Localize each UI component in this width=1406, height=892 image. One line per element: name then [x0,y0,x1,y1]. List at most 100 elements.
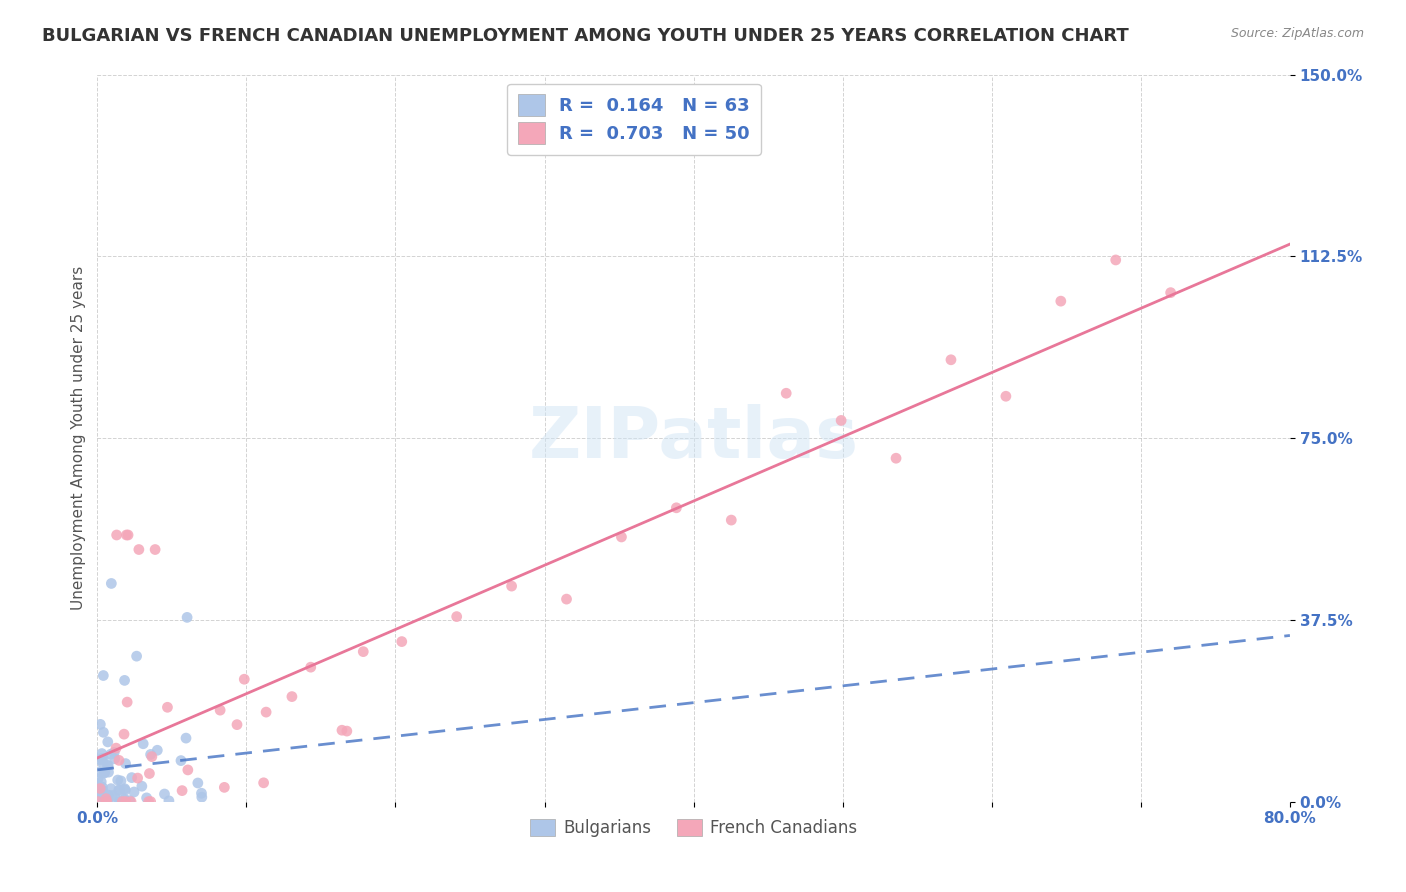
Point [93,766,115,780]
Point [115,695,138,709]
Point [100,747,122,762]
Point [87,772,110,786]
Point [114,783,136,797]
Point [156,700,179,714]
Legend: Bulgarians, French Canadians: Bulgarians, French Canadians [523,813,863,844]
Point [994,389,1017,403]
Point [665,500,688,515]
Point [101,789,124,803]
Point [122,785,145,799]
Point [209,703,232,717]
Point [90,747,112,761]
Point [281,690,304,704]
Point [112,727,135,741]
Point [775,386,797,401]
Point [94,765,117,780]
Point [720,513,742,527]
Point [97,758,120,772]
Point [96,791,118,805]
Point [90,752,112,766]
Point [128,542,150,557]
Point [105,741,128,756]
Point [91,756,114,771]
Point [87,778,110,792]
Point [125,649,148,664]
Point [103,746,125,760]
Point [1105,252,1128,267]
Point [830,413,852,427]
Text: BULGARIAN VS FRENCH CANADIAN UNEMPLOYMENT AMONG YOUTH UNDER 25 YEARS CORRELATION: BULGARIAN VS FRENCH CANADIAN UNEMPLOYMEN… [42,27,1129,45]
Point [135,790,157,805]
Point [299,660,322,674]
Point [131,779,153,793]
Point [90,774,112,789]
Point [252,776,274,790]
Point [112,792,135,806]
Point [191,790,214,805]
Point [555,592,578,607]
Point [501,579,523,593]
Point [91,783,114,797]
Point [108,794,131,808]
Point [114,781,136,796]
Point [330,723,353,738]
Point [108,783,131,797]
Point [157,794,180,808]
Point [111,795,134,809]
Point [884,451,907,466]
Point [132,737,155,751]
Point [118,794,141,808]
Text: ZIPatlas: ZIPatlas [529,403,859,473]
Point [143,542,166,557]
Point [114,756,136,771]
Point [89,785,111,799]
Point [104,752,127,766]
Point [139,747,162,762]
Point [336,724,359,739]
Point [214,780,236,795]
Point [1160,285,1182,300]
Point [89,781,111,796]
Point [174,731,197,745]
Point [94,791,117,805]
Point [86,784,108,798]
Point [100,576,122,591]
Point [93,792,115,806]
Point [177,763,200,777]
Point [110,773,132,788]
Point [115,795,138,809]
Point [127,771,149,785]
Point [89,717,111,731]
Point [87,795,110,809]
Point [139,795,162,809]
Point [120,795,142,809]
Point [115,528,138,542]
Point [89,765,111,780]
Point [114,673,136,688]
Point [117,528,139,542]
Point [104,791,127,805]
Point [114,792,136,806]
Point [87,783,110,797]
Point [93,751,115,765]
Point [170,754,193,768]
Point [138,795,160,809]
Point [97,788,120,802]
Point [391,634,413,648]
Point [97,792,120,806]
Point [91,780,114,795]
Point [87,789,110,804]
Point [939,352,962,367]
Point [226,717,249,731]
Text: Source: ZipAtlas.com: Source: ZipAtlas.com [1230,27,1364,40]
Point [93,725,115,739]
Point [233,672,256,686]
Point [176,610,198,624]
Point [107,773,129,788]
Point [100,781,122,796]
Point [187,776,209,790]
Y-axis label: Unemployment Among Youth under 25 years: Unemployment Among Youth under 25 years [72,266,86,610]
Point [254,705,277,719]
Point [352,645,374,659]
Point [97,765,120,780]
